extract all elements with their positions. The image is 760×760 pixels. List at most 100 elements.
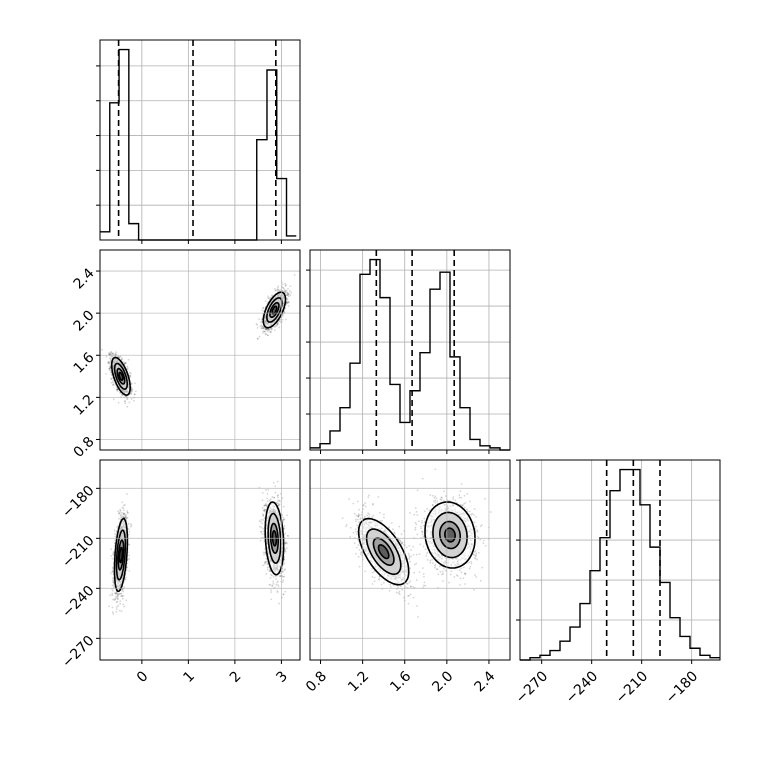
sample-point (281, 289, 284, 292)
sample-point (265, 329, 268, 331)
sample-point (120, 358, 123, 361)
sample-point (126, 516, 129, 519)
sample-point (126, 405, 129, 408)
sample-point (124, 516, 127, 519)
sample-point (119, 514, 122, 517)
sample-point (263, 509, 266, 512)
sample-point (266, 504, 268, 507)
sample-point (256, 337, 259, 340)
sample-point (134, 390, 137, 393)
sample-point (125, 599, 128, 602)
sample-point (108, 353, 110, 356)
sample-point (263, 561, 266, 564)
sample-point (109, 594, 111, 597)
sample-point (123, 363, 126, 365)
sample-point (109, 365, 112, 368)
sample-point (283, 518, 286, 521)
sample-point (122, 512, 125, 515)
sample-point (126, 566, 128, 569)
sample-point (125, 517, 127, 520)
sample-point (110, 572, 112, 575)
sample-point (124, 402, 127, 405)
sample-point (116, 388, 119, 391)
sample-point (266, 334, 269, 337)
sample-point (287, 295, 290, 298)
sample-point (268, 499, 271, 501)
sample-point (277, 585, 280, 588)
sample-point (256, 326, 259, 329)
sample-point (259, 530, 262, 533)
sample-point (264, 509, 267, 512)
sample-point (262, 331, 264, 334)
sample-point (261, 532, 263, 535)
sample-point (119, 355, 122, 358)
sample-point (258, 525, 261, 528)
sample-point (278, 575, 281, 578)
sample-point (107, 361, 110, 364)
sample-point (284, 548, 287, 551)
sample-point (267, 297, 269, 300)
sample-point (130, 387, 133, 390)
sample-point (127, 528, 130, 530)
sample-point (276, 288, 279, 291)
sample-point (119, 513, 122, 516)
sample-point (256, 324, 259, 326)
sample-point (265, 328, 267, 331)
sample-point (284, 285, 287, 287)
sample-point (271, 294, 273, 297)
sample-point (112, 383, 115, 385)
sample-point (112, 352, 115, 355)
sample-point (277, 504, 280, 507)
sample-point (278, 503, 281, 506)
sample-point (285, 291, 288, 294)
sample-point (128, 401, 131, 404)
sample-point (130, 372, 132, 375)
sample-point (115, 353, 117, 356)
sample-point (121, 511, 123, 514)
sample-point (130, 398, 133, 400)
sample-point (288, 290, 291, 292)
sample-point (272, 576, 275, 578)
sample-point (115, 601, 118, 604)
sample-point (286, 292, 289, 295)
sample-point (267, 334, 269, 337)
sample-point (111, 581, 114, 583)
sample-point (271, 328, 273, 331)
sample-point (256, 338, 259, 340)
sample-point (262, 307, 264, 310)
sample-point (110, 548, 113, 551)
sample-point (277, 285, 280, 288)
sample-point (101, 348, 104, 351)
sample-point (281, 497, 284, 500)
sample-point (265, 488, 267, 491)
sample-point (120, 592, 122, 595)
sample-point (126, 365, 129, 368)
sample-point (285, 289, 288, 292)
sample-point (282, 314, 284, 317)
sample-point (126, 511, 129, 514)
sample-point (120, 516, 123, 518)
sample-point (108, 368, 111, 371)
sample-point (279, 575, 282, 577)
sample-point (115, 596, 118, 599)
sample-point (110, 377, 113, 380)
sample-point (262, 564, 265, 567)
sample-point (110, 351, 113, 354)
sample-point (115, 530, 118, 533)
sample-point (112, 379, 115, 382)
sample-point (123, 586, 126, 589)
sample-point (259, 325, 262, 328)
sample-point (114, 597, 117, 600)
sample-point (264, 300, 267, 303)
sample-point (130, 393, 133, 395)
sample-point (116, 595, 119, 598)
sample-point (113, 529, 116, 532)
sample-point (111, 353, 114, 356)
sample-point (278, 289, 280, 292)
sample-point (262, 306, 265, 309)
sample-point (120, 357, 123, 360)
sample-point (120, 610, 123, 613)
sample-point (112, 567, 114, 570)
panel-frame (519, 459, 721, 661)
sample-point (133, 393, 136, 396)
